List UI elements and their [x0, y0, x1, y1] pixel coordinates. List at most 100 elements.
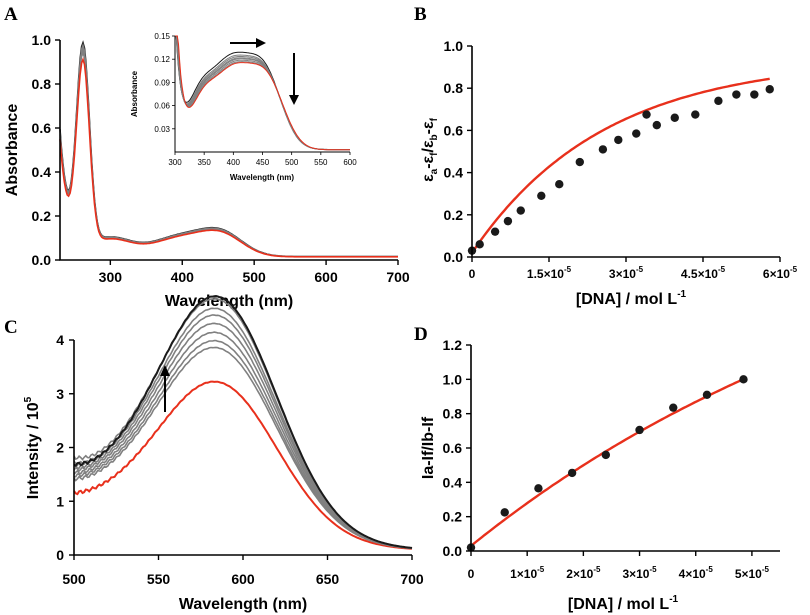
panel-c-series-line: [73, 294, 413, 549]
inset-spectra: [175, 35, 350, 151]
panel-c-series-line: [73, 297, 413, 549]
panel-d-plot: [466, 375, 748, 552]
inset-series-line: [175, 35, 350, 151]
panel-b-data-point: [575, 157, 584, 167]
panel-a-xtick-label: 500: [242, 269, 266, 285]
panel-d-ytick-label: 0.6: [443, 440, 463, 456]
panel-b-xtick-label: 3×10-5: [609, 265, 644, 281]
panel-a-xtick-label: 600: [314, 269, 338, 285]
inset-series-line: [175, 35, 350, 150]
panel-b-data-point: [503, 216, 513, 226]
inset-xtick-label: 550: [314, 158, 328, 167]
panel-d-data-point: [669, 403, 678, 412]
panel-letter-c: C: [4, 317, 18, 338]
panel-d-data-point: [739, 375, 748, 384]
panel-b-data-point: [642, 110, 651, 119]
panel-d-ticks: 0 1×10-5 2×10-5 3×10-5 4×10-5 5×10-5 0.0 0.2 0.4…: [443, 337, 770, 581]
chart-panel-b: 0 1.5×10-5 3×10-5 4.5×10-5 6×10-5 0.0 0.2 0.4 0.…: [420, 38, 798, 308]
panel-a-xtick-label: 700: [386, 269, 410, 285]
inset-axes: [174, 36, 350, 153]
panel-c-ticks: 500 550 600 650 700 0 1 2 3 4: [56, 332, 424, 587]
panel-b-fit-line: [471, 77, 770, 254]
inset-ytick-label: 0.12: [154, 55, 170, 64]
panel-b-data-point: [555, 180, 564, 189]
inset-ticks: 300 350 400 450 500 550 600 0.03 0.06 0.09 0.12 0.1…: [154, 32, 357, 167]
panel-d-ytick-label: 0.4: [443, 474, 463, 490]
panel-b-xtick-label: 1.5×10-5: [527, 265, 572, 281]
panel-d-ylabel: Ia-If/Ib-If: [420, 416, 437, 479]
panel-letter-b: B: [414, 4, 427, 25]
panel-c-spectra: [73, 294, 413, 550]
panel-a-spectra: [59, 40, 398, 258]
panel-c-ytick-label: 1: [56, 493, 64, 509]
panel-c-ytick-label: 2: [56, 440, 64, 456]
panel-d-xtick-label: 3×10-5: [622, 565, 657, 581]
panel-a-ticks: 300 400 500 600 700 0.0 0.2 0.4 0.6 0.8 1.0: [32, 32, 410, 285]
panel-a-ytick-label: 0.8: [32, 76, 52, 92]
inset-ytick-label: 0.15: [154, 32, 170, 41]
panel-b-data-point: [598, 145, 608, 154]
panel-d-ytick-label: 0.8: [443, 406, 463, 422]
panel-c-xlabel: Wavelength (nm): [179, 596, 307, 613]
panel-d-data-point: [702, 390, 712, 399]
panel-b-data-point: [632, 129, 641, 138]
panel-d-ytick-label: 0.2: [443, 509, 463, 525]
panel-a-xtick-label: 300: [99, 269, 123, 285]
panel-b-data-point: [750, 90, 759, 99]
panel-c-series-line: [73, 346, 413, 550]
chart-panel-d: 0 1×10-5 2×10-5 3×10-5 4×10-5 5×10-5 0.0 0.2 0.4…: [420, 337, 780, 613]
panel-d-ytick-label: 1.0: [443, 371, 463, 387]
inset-xtick-label: 300: [168, 158, 182, 167]
panel-c-ylabel: Intensity / 105: [23, 396, 42, 499]
panel-b-data-point: [765, 85, 774, 94]
chart-panel-c: 500 550 600 650 700 0 1 2 3 4 Wavelength (nm) Int…: [23, 294, 424, 613]
inset-xtick-label: 450: [256, 158, 270, 167]
panel-b-xlabel: [DNA] / mol L-1: [576, 289, 687, 308]
panel-c-series-line: [73, 322, 413, 549]
inset-ylabel: Absorbance: [130, 70, 139, 117]
panel-b-data-point: [516, 206, 525, 215]
panel-c-xtick-label: 550: [147, 571, 171, 587]
chart-panel-a: 300 400 500 600 700 0.0 0.2 0.4 0.6 0.8 1.0 Wavele…: [4, 32, 410, 310]
panel-c-xtick-label: 650: [316, 571, 340, 587]
panel-d-xlabel: [DNA] / mol L-1: [568, 594, 679, 613]
panel-a-series-line: [59, 47, 398, 258]
panel-d-xtick-label: 4×10-5: [679, 565, 714, 581]
panel-b-xtick-label: 0: [469, 267, 476, 281]
panel-letter-a: A: [4, 4, 18, 25]
panel-b-ylabel: εa-εf/εb-εf: [420, 117, 440, 182]
panel-b-ytick-label: 1.0: [444, 38, 464, 54]
panel-b-ytick-label: 0.4: [444, 165, 464, 181]
inset-xtick-label: 500: [285, 158, 299, 167]
panel-b-plot: [467, 77, 774, 255]
inset-ytick-label: 0.03: [154, 125, 170, 134]
inset-series-line: [175, 35, 350, 151]
panel-c-xtick-label: 600: [231, 571, 255, 587]
panel-b-data-point: [475, 240, 484, 249]
panel-b-ytick-label: 0.6: [444, 122, 464, 138]
panel-b-data-point: [670, 113, 679, 122]
panel-b-data-point: [732, 90, 741, 99]
panel-d-xtick-label: 1×10-5: [510, 565, 545, 581]
panel-b-data-point: [614, 135, 623, 145]
panel-b-data-point: [537, 191, 546, 201]
panel-d-fit-line: [470, 378, 744, 547]
inset-ytick-label: 0.09: [154, 78, 170, 87]
panel-d-ytick-label: 1.2: [443, 337, 463, 353]
panel-a-ytick-label: 0.6: [32, 120, 52, 136]
panel-a-ytick-label: 0.2: [32, 208, 52, 224]
inset-xtick-label: 400: [227, 158, 241, 167]
panel-b-ytick-label: 0.2: [444, 207, 464, 223]
panel-b-data-point: [691, 110, 700, 119]
inset-series-line: [175, 35, 350, 151]
panel-b-ticks: 0 1.5×10-5 3×10-5 4.5×10-5 6×10-5 0.0 0.2 0.4 0.…: [444, 38, 798, 281]
panel-d-data-point: [500, 508, 509, 517]
inset-series-line: [175, 35, 350, 151]
panel-a-inset: 300 350 400 450 500 550 600 0.03 0.06 0.09 0.12 0.1…: [130, 32, 357, 182]
inset-ytick-label: 0.06: [154, 102, 170, 111]
panel-b-xtick-label: 4.5×10-5: [681, 265, 726, 281]
panel-a-series-line: [59, 57, 398, 258]
panel-c-series-line: [73, 331, 413, 549]
panel-c-ytick-label: 3: [56, 386, 64, 402]
